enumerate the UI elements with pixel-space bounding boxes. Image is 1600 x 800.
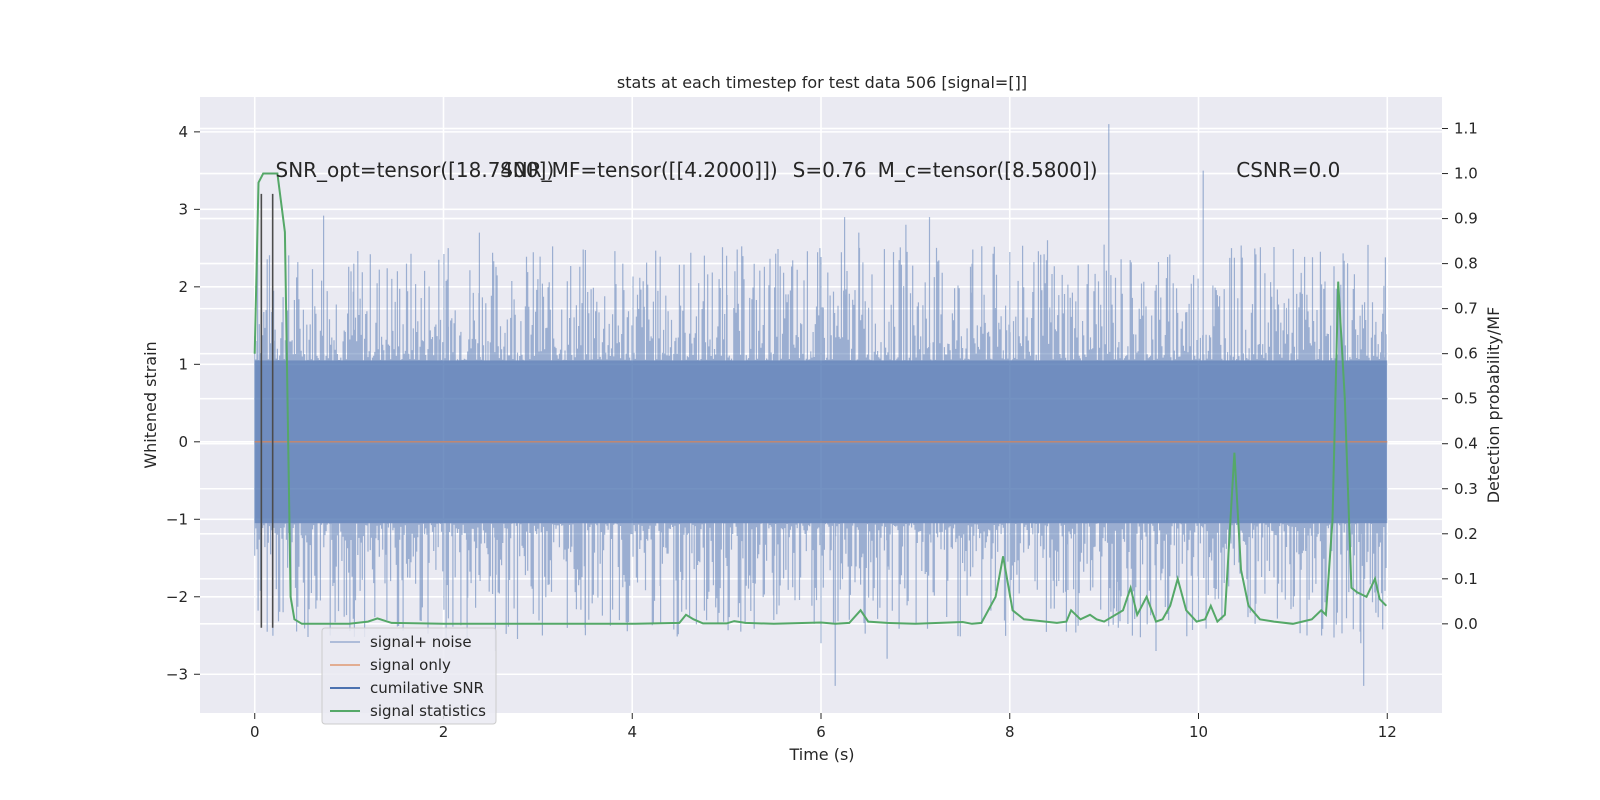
y-tick-label: 2 — [178, 278, 188, 296]
annotation-text: SNR_MF=tensor([[4.2000]]) — [500, 158, 778, 182]
annotations: SNR_opt=tensor([18.7400])SNR_MF=tensor([… — [276, 158, 1341, 182]
x-tick-label: 2 — [439, 723, 449, 741]
legend-entry: signal only — [370, 656, 451, 674]
x-tick-label: 6 — [816, 723, 826, 741]
signal-statistics-line — [253, 172, 1388, 625]
y2-tick-label: 0.9 — [1454, 210, 1478, 228]
annotation-text: CSNR=0.0 — [1236, 158, 1340, 182]
legend-entry: signal statistics — [370, 702, 486, 720]
y2-tick-label: 0.2 — [1454, 525, 1478, 543]
y2-tick-label: 1.0 — [1454, 165, 1478, 183]
x-tick-label: 4 — [627, 723, 637, 741]
y2-tick-label: 0.8 — [1454, 255, 1478, 273]
annotation-text: M_c=tensor([8.5800]) — [878, 158, 1098, 182]
annotation-text: S=0.76 — [793, 158, 867, 182]
chart-title: stats at each timestep for test data 506… — [617, 73, 1027, 92]
y-tick-label: 0 — [178, 433, 188, 451]
y2-tick-label: 0.0 — [1454, 615, 1478, 633]
signal-statistics-series — [253, 172, 1388, 625]
y2-tick-label: 0.7 — [1454, 300, 1478, 318]
y-axis-label: Whitened strain — [141, 341, 160, 468]
x-tick-label: 0 — [250, 723, 260, 741]
noise-line — [254, 124, 1387, 686]
y-tick-label: 1 — [178, 355, 188, 373]
annotation-text: SNR_opt=tensor([18.7400]) — [276, 158, 555, 182]
x-axis-label: Time (s) — [788, 745, 854, 764]
y2-axis-label: Detection probability/MF — [1484, 307, 1503, 504]
legend: signal+ noise signal only cumilative SNR si… — [321, 627, 497, 725]
y2-tick-label: 0.3 — [1454, 480, 1478, 498]
y-tick-label: 3 — [178, 200, 188, 218]
y-tick-label: −2 — [166, 588, 188, 606]
y2-tick-label: 0.4 — [1454, 435, 1478, 453]
y2-tick-label: 0.1 — [1454, 570, 1478, 588]
y2-tick-label: 1.1 — [1454, 120, 1478, 138]
x-tick-label: 8 — [1005, 723, 1015, 741]
y-tick-label: 4 — [178, 123, 188, 141]
y-tick-label: −3 — [166, 665, 188, 683]
x-tick-label: 10 — [1189, 723, 1208, 741]
y2-tick-label: 0.5 — [1454, 390, 1478, 408]
legend-entry: cumilative SNR — [370, 679, 484, 697]
y-tick-label: −1 — [166, 510, 188, 528]
axes: 0 2 4 6 8 10 12−3−2−1012340.00.10.20.30.40.50.… — [166, 120, 1478, 741]
y2-tick-label: 0.6 — [1454, 345, 1478, 363]
cumilative-snr-series — [260, 193, 274, 628]
legend-entry: signal+ noise — [370, 633, 472, 651]
x-tick-label: 12 — [1378, 723, 1397, 741]
legend-box — [321, 627, 497, 725]
